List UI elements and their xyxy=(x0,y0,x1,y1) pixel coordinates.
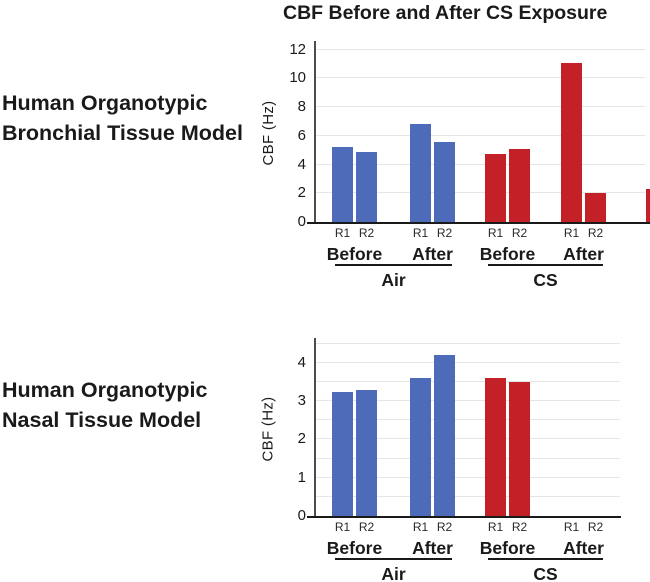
phase-label: Before xyxy=(479,538,536,558)
replicate-label: R1 xyxy=(412,520,429,534)
condition-label: CS xyxy=(533,270,558,290)
y-tick-label: 4 xyxy=(297,353,306,371)
x-axis-line xyxy=(307,221,650,224)
gridline xyxy=(316,438,620,440)
bar-air-after-r2 xyxy=(434,141,455,222)
replicate-label: R2 xyxy=(436,226,453,240)
model-label-bronchial: Human Organotypic Bronchial Tissue Model xyxy=(2,88,243,148)
phase-underline xyxy=(335,558,452,560)
y-axis-line xyxy=(314,41,316,222)
gridline xyxy=(316,380,620,382)
gridline xyxy=(316,77,645,79)
replicate-label: R2 xyxy=(587,520,604,534)
bar-cs-before-r1 xyxy=(485,378,506,516)
phase-underline xyxy=(335,264,452,266)
phase-label: Before xyxy=(326,538,383,558)
gridline xyxy=(316,106,645,108)
phase-underline xyxy=(488,558,603,560)
bar-air-after-r1 xyxy=(410,378,431,516)
y-tick-label: 4 xyxy=(297,155,306,173)
gridline xyxy=(316,361,620,363)
replicate-label: R2 xyxy=(511,226,528,240)
condition-label: Air xyxy=(381,270,406,290)
y-axis-line xyxy=(314,338,316,516)
bar-air-before-r2 xyxy=(356,389,377,516)
bar-cs-before-r2 xyxy=(509,381,530,516)
y-tick-label: 0 xyxy=(297,213,306,230)
y-tick-label: 6 xyxy=(297,126,306,144)
condition-label: Air xyxy=(381,564,406,582)
replicate-label: R1 xyxy=(334,520,351,534)
replicate-label: R1 xyxy=(412,226,429,240)
gridline xyxy=(316,419,620,421)
replicate-label: R1 xyxy=(487,520,504,534)
replicate-label: R1 xyxy=(563,226,580,240)
phase-label: After xyxy=(412,244,453,264)
gridline xyxy=(316,134,645,136)
replicate-label: R2 xyxy=(358,226,375,240)
model-label-line: Human Organotypic xyxy=(2,91,208,115)
y-tick-label: 10 xyxy=(289,69,306,87)
gridline xyxy=(316,400,620,402)
phase-label: After xyxy=(563,538,604,558)
phase-label: After xyxy=(412,538,453,558)
gridline xyxy=(316,48,645,50)
bar-cs-after-r2 xyxy=(585,193,606,222)
y-tick-label: 3 xyxy=(297,392,306,410)
bar-air-before-r2 xyxy=(356,151,377,222)
gridline xyxy=(316,192,645,194)
gridline xyxy=(316,163,645,165)
phase-label: After xyxy=(563,244,604,264)
replicate-label: R2 xyxy=(587,226,604,240)
nasal-chart-plot: CBF (Hz) 0 1 2 3 4 R1 R2 Before R1 R2 After Air R1 R2… xyxy=(260,338,621,582)
replicate-label: R2 xyxy=(358,520,375,534)
bronchial-chart-plot: CBF (Hz) 0 2 4 6 8 10 12 R1 R2 Before R1 R2 After Air… xyxy=(260,41,650,290)
replicate-label: R2 xyxy=(511,520,528,534)
gridline xyxy=(316,476,620,478)
replicate-label: R1 xyxy=(563,520,580,534)
y-tick-label: 2 xyxy=(297,184,306,202)
gridline xyxy=(316,342,620,344)
bar-air-after-r1 xyxy=(410,124,431,222)
model-label-line: Nasal Tissue Model xyxy=(2,408,202,432)
phase-label: Before xyxy=(326,244,383,264)
phase-label: Before xyxy=(479,244,536,264)
model-label-nasal: Human Organotypic Nasal Tissue Model xyxy=(2,375,207,435)
replicate-label: R1 xyxy=(487,226,504,240)
gridline xyxy=(316,457,620,459)
chart-title: CBF Before and After CS Exposure xyxy=(283,2,608,24)
y-tick-label: 8 xyxy=(297,98,306,116)
y-tick-label: 0 xyxy=(297,507,306,524)
gridline xyxy=(316,495,620,497)
phase-underline xyxy=(488,264,603,266)
x-axis-line xyxy=(307,515,621,518)
y-tick-label: 1 xyxy=(297,468,306,486)
model-label-line: Human Organotypic xyxy=(2,378,208,402)
y-tick-label: 2 xyxy=(297,430,306,448)
condition-label: CS xyxy=(533,564,558,582)
bar-cs-before-r2 xyxy=(509,148,530,222)
y-tick-label: 12 xyxy=(289,40,306,58)
bar-cs-before-r1 xyxy=(485,153,506,222)
bar-air-before-r1 xyxy=(332,391,353,516)
bar-cs-after-r1 xyxy=(561,62,582,222)
bar-air-before-r1 xyxy=(332,147,353,222)
model-label-line: Bronchial Tissue Model xyxy=(2,121,243,145)
bar-air-after-r2 xyxy=(434,355,455,516)
clipped-bar-right-edge xyxy=(646,188,650,222)
replicate-label: R1 xyxy=(334,226,351,240)
replicate-label: R2 xyxy=(436,520,453,534)
